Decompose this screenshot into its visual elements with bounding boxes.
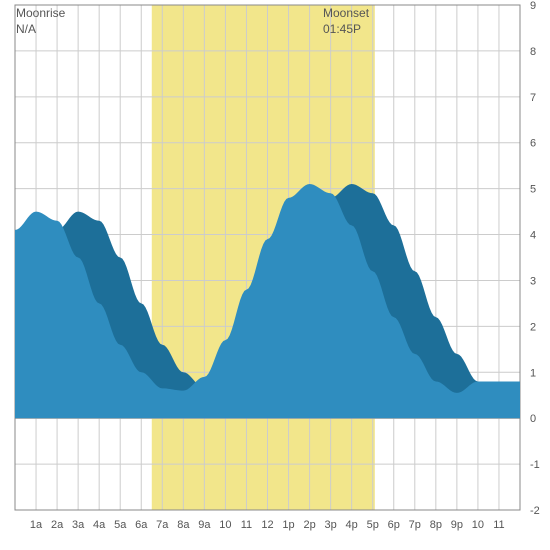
moonset-block: Moonset 01:45P [323, 6, 369, 37]
moonrise-label: Moonrise [16, 6, 65, 22]
svg-text:6a: 6a [135, 519, 148, 531]
svg-text:2a: 2a [51, 519, 64, 531]
svg-text:3: 3 [530, 275, 536, 287]
svg-text:2p: 2p [303, 519, 315, 531]
svg-text:6p: 6p [388, 519, 400, 531]
svg-text:11: 11 [493, 519, 504, 531]
chart-svg: -2-101234567891a2a3a4a5a6a7a8a9a1011121p… [0, 0, 550, 550]
svg-text:3a: 3a [72, 519, 85, 531]
svg-text:9a: 9a [198, 519, 211, 531]
moonrise-value: N/A [16, 22, 65, 38]
svg-text:7p: 7p [409, 519, 421, 531]
svg-text:9: 9 [530, 0, 536, 12]
svg-text:9p: 9p [451, 519, 463, 531]
svg-text:12: 12 [261, 519, 273, 531]
svg-text:7: 7 [530, 92, 536, 104]
svg-text:8a: 8a [177, 519, 190, 531]
svg-text:11: 11 [241, 519, 252, 531]
svg-text:0: 0 [530, 413, 536, 425]
svg-text:6: 6 [530, 138, 536, 150]
svg-text:4: 4 [530, 230, 536, 242]
svg-text:8: 8 [530, 46, 536, 58]
svg-text:3p: 3p [325, 519, 337, 531]
svg-text:-1: -1 [530, 459, 540, 471]
svg-text:4a: 4a [93, 519, 106, 531]
svg-text:10: 10 [219, 519, 231, 531]
moonset-value: 01:45P [323, 22, 369, 38]
moonset-label: Moonset [323, 6, 369, 22]
svg-text:5: 5 [530, 184, 536, 196]
svg-text:5a: 5a [114, 519, 127, 531]
svg-text:1p: 1p [282, 519, 294, 531]
tide-chart: -2-101234567891a2a3a4a5a6a7a8a9a1011121p… [0, 0, 550, 550]
svg-text:1: 1 [530, 367, 536, 379]
moonrise-block: Moonrise N/A [16, 6, 65, 37]
svg-text:1a: 1a [30, 519, 43, 531]
svg-text:2: 2 [530, 321, 536, 333]
svg-text:7a: 7a [156, 519, 169, 531]
svg-text:-2: -2 [530, 505, 540, 517]
svg-text:10: 10 [472, 519, 484, 531]
svg-text:8p: 8p [430, 519, 442, 531]
svg-text:4p: 4p [346, 519, 358, 531]
svg-text:5p: 5p [367, 519, 379, 531]
